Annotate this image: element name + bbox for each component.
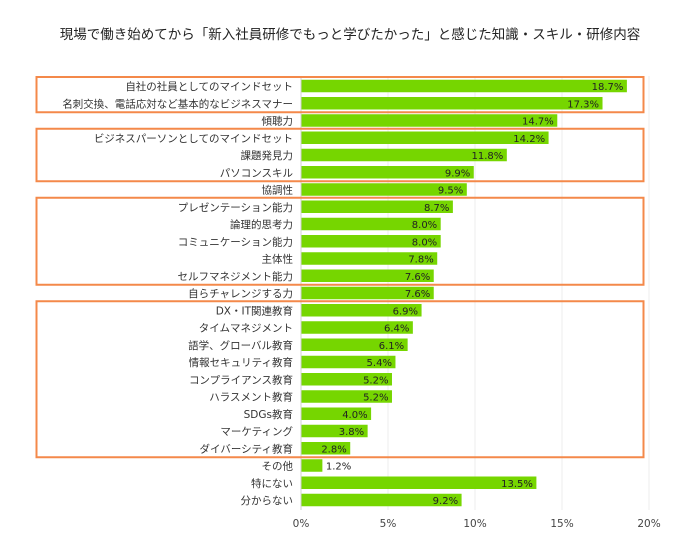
highlight-box bbox=[35, 127, 645, 183]
category-label: ビジネスパーソンとしてのマインドセット bbox=[94, 133, 293, 145]
value-label: 6.1% bbox=[379, 341, 404, 352]
value-label: 4.0% bbox=[342, 410, 367, 421]
category-label: ハラスメント教育 bbox=[209, 391, 293, 404]
category-label: 課題発見力 bbox=[241, 149, 294, 162]
category-label: プレゼンテーション能力 bbox=[178, 201, 293, 214]
value-label: 13.5% bbox=[501, 479, 533, 490]
value-label: 14.7% bbox=[522, 117, 554, 128]
value-label: 8.0% bbox=[412, 237, 437, 248]
x-axis-ticks: 0% 5% 10% 15% 20% bbox=[293, 518, 661, 530]
bar bbox=[301, 304, 422, 317]
category-label: その他 bbox=[262, 460, 294, 473]
gridlines bbox=[300, 76, 650, 510]
category-label: タイムマネジメント bbox=[199, 323, 293, 335]
category-label: 協調性 bbox=[262, 184, 294, 197]
chart-title: 現場で働き始めてから「新入社員研修でもっと学びたかった」と感じた知識・スキル・研… bbox=[60, 26, 641, 43]
category-label: 自社の社員としてのマインドセット bbox=[125, 80, 293, 93]
category-label: 特にない bbox=[251, 478, 293, 490]
bar bbox=[301, 442, 351, 455]
category-label: 名刺交換、電話応対など基本的なビジネスマナー bbox=[62, 97, 293, 110]
category-label: 論理的思考力 bbox=[230, 218, 293, 231]
bar bbox=[301, 373, 392, 386]
category-label: コミュニケーション能力 bbox=[178, 235, 293, 248]
bar bbox=[301, 338, 408, 351]
category-label: 語学、グローバル教育 bbox=[188, 339, 293, 352]
bar bbox=[301, 148, 507, 162]
category-label: 情報セキュリティ教育 bbox=[189, 356, 293, 369]
value-label: 7.6% bbox=[405, 272, 430, 283]
value-label: 8.0% bbox=[412, 220, 437, 231]
bar bbox=[301, 321, 413, 334]
category-label: ダイバーシティ教育 bbox=[200, 442, 293, 455]
bar bbox=[301, 217, 441, 231]
bar bbox=[301, 459, 323, 472]
bar bbox=[301, 166, 474, 179]
value-label: 6.4% bbox=[384, 324, 409, 335]
bar bbox=[301, 97, 603, 110]
bar bbox=[301, 355, 396, 369]
value-label: 2.8% bbox=[321, 444, 346, 455]
bar bbox=[301, 407, 372, 420]
category-label: マーケティング bbox=[220, 425, 293, 438]
category-label: コンプライアンス教育 bbox=[189, 373, 293, 386]
category-label: 分からない bbox=[241, 495, 294, 507]
value-label: 17.3% bbox=[567, 99, 599, 110]
value-label: 11.8% bbox=[472, 151, 504, 162]
value-label: 6.9% bbox=[393, 306, 418, 317]
bar bbox=[301, 114, 558, 127]
x-tick-label: 10% bbox=[463, 518, 486, 530]
bar bbox=[301, 269, 434, 282]
x-tick-label: 20% bbox=[637, 518, 660, 530]
value-label: 9.2% bbox=[433, 496, 458, 507]
bar bbox=[301, 183, 467, 196]
category-label: SDGs教育 bbox=[244, 408, 293, 421]
category-label: パソコンスキル bbox=[220, 167, 293, 179]
highlight-box bbox=[35, 300, 645, 459]
bar bbox=[301, 493, 462, 507]
value-label: 7.6% bbox=[405, 289, 430, 300]
value-label: 14.2% bbox=[513, 134, 545, 145]
bar bbox=[301, 476, 537, 489]
category-label: 自らチャレンジする力 bbox=[188, 287, 293, 300]
value-label: 8.7% bbox=[424, 203, 449, 214]
category-label: 主体性 bbox=[262, 253, 294, 266]
bar bbox=[301, 390, 392, 403]
highlight-box bbox=[35, 196, 645, 286]
bar bbox=[301, 252, 438, 265]
value-label: 1.2% bbox=[326, 462, 351, 473]
value-label: 18.7% bbox=[592, 82, 624, 93]
category-label: DX・IT関連教育 bbox=[216, 304, 293, 317]
value-label: 9.5% bbox=[438, 186, 463, 197]
value-label: 5.2% bbox=[363, 393, 388, 404]
highlight-box bbox=[35, 76, 645, 114]
category-label: 傾聴力 bbox=[262, 115, 294, 128]
x-tick-label: 0% bbox=[293, 518, 310, 530]
value-label: 3.8% bbox=[339, 427, 364, 438]
bar bbox=[301, 200, 453, 213]
bars: 自社の社員としてのマインドセット 18.7% 名刺交換、電話応対など基本的なビジネス… bbox=[62, 79, 627, 507]
bar bbox=[301, 79, 627, 93]
bar bbox=[301, 235, 441, 248]
bar bbox=[301, 424, 368, 438]
bar bbox=[301, 286, 434, 300]
x-tick-label: 15% bbox=[550, 518, 573, 530]
value-label: 9.9% bbox=[445, 168, 470, 179]
value-label: 5.4% bbox=[367, 358, 392, 369]
highlight-boxes bbox=[35, 76, 645, 459]
x-tick-label: 5% bbox=[380, 518, 397, 530]
value-label: 7.8% bbox=[408, 255, 433, 266]
category-label: セルフマネジメント能力 bbox=[178, 270, 294, 283]
value-label: 5.2% bbox=[363, 375, 388, 386]
bar bbox=[301, 131, 549, 144]
